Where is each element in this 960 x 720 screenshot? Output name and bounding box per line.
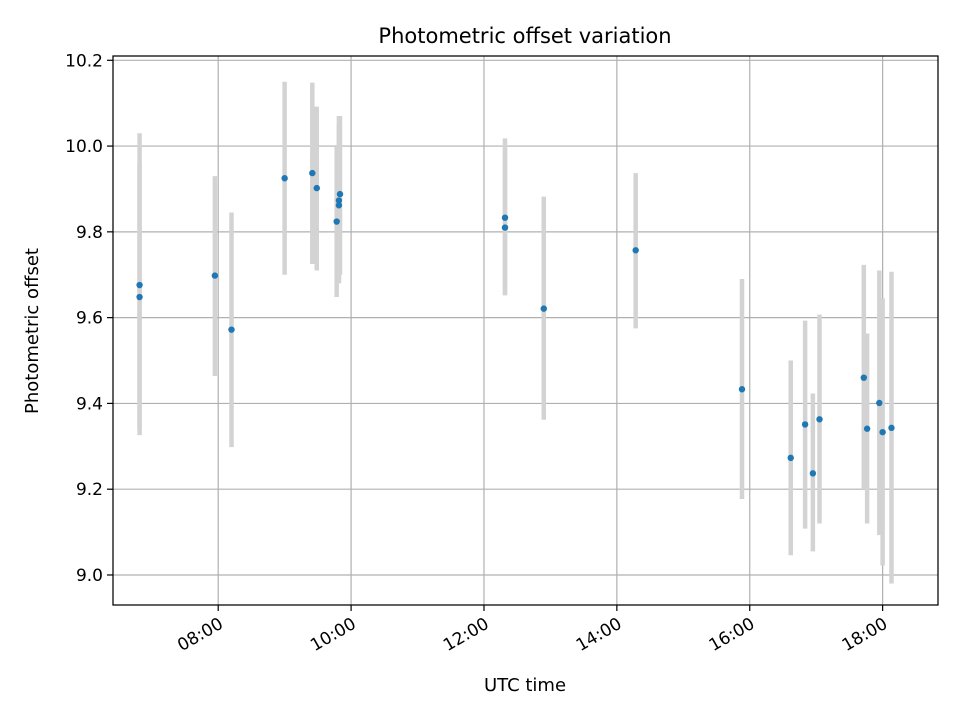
y-tick-label: 9.6 [76, 309, 103, 329]
axes-frame [112, 55, 939, 606]
data-point [816, 416, 823, 423]
data-points [136, 169, 895, 477]
data-point [228, 326, 235, 333]
data-point [335, 202, 343, 209]
data-point [888, 424, 895, 432]
data-point [136, 281, 143, 289]
data-point [336, 190, 344, 198]
data-point [632, 247, 639, 254]
data-point [211, 272, 219, 279]
chart-title: Photometric offset variation [378, 24, 671, 48]
y-tick-label: 10.0 [65, 137, 103, 157]
data-point [860, 374, 868, 381]
data-point [136, 293, 143, 301]
data-point [333, 218, 340, 225]
data-point [313, 184, 320, 192]
data-point [501, 224, 509, 231]
y-tick-label: 9.0 [76, 566, 103, 586]
data-point [501, 214, 509, 221]
x-axis-title: UTC time [484, 675, 566, 696]
y-tick-label: 9.2 [76, 480, 103, 500]
y-tick-label: 9.8 [76, 223, 103, 243]
data-point [738, 386, 746, 393]
data-point [879, 428, 886, 436]
y-tick-label: 9.4 [76, 394, 103, 414]
y-axis-title: Photometric offset [22, 248, 43, 414]
data-point [876, 399, 883, 407]
data-point [309, 169, 316, 177]
data-point [281, 175, 288, 182]
data-point [863, 425, 871, 432]
data-point [801, 421, 809, 428]
data-point [540, 305, 547, 312]
y-tick-label: 10.2 [65, 51, 103, 71]
data-point [787, 454, 794, 462]
data-point [809, 470, 817, 477]
data-point [335, 197, 343, 204]
